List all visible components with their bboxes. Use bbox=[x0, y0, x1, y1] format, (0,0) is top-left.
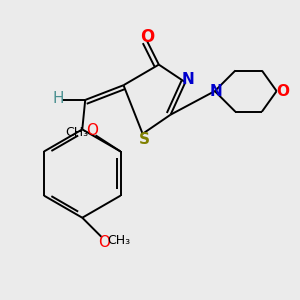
Text: O: O bbox=[140, 28, 154, 46]
Text: N: N bbox=[210, 84, 223, 99]
Text: CH₃: CH₃ bbox=[107, 235, 130, 248]
Text: O: O bbox=[277, 84, 290, 99]
Text: CH₃: CH₃ bbox=[65, 126, 88, 139]
Text: N: N bbox=[182, 72, 195, 87]
Text: S: S bbox=[139, 132, 150, 147]
Text: H: H bbox=[53, 91, 64, 106]
Text: O: O bbox=[86, 123, 98, 138]
Text: O: O bbox=[98, 235, 110, 250]
